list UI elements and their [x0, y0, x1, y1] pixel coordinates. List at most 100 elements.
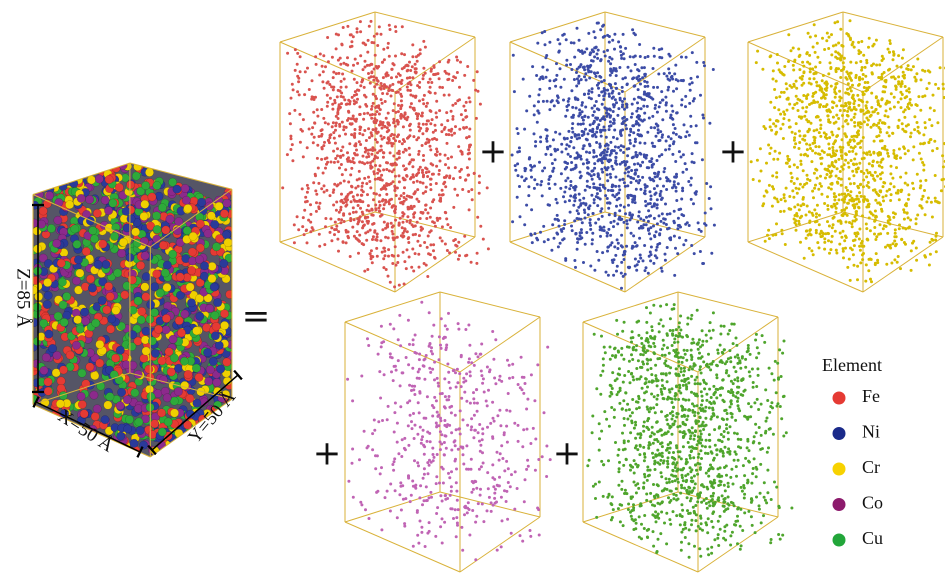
atom-dot [556, 233, 559, 236]
atom-dot [383, 185, 386, 188]
atom-dot [569, 195, 572, 198]
atom-dot [376, 151, 379, 154]
atom-dot [596, 53, 599, 56]
atom-dot [476, 252, 479, 255]
atom-dot [634, 173, 637, 176]
atom-dot [396, 119, 399, 122]
atom-dot [559, 86, 562, 89]
atom-sphere [59, 366, 67, 374]
atom-dot [440, 130, 443, 133]
atom-dot [870, 106, 873, 109]
atom-sphere [54, 216, 62, 224]
atom-dot [858, 200, 861, 203]
atom-dot [931, 149, 934, 152]
atom-dot [686, 130, 689, 133]
atom-dot [637, 175, 640, 178]
atom-dot [385, 71, 388, 74]
atom-dot [433, 137, 436, 140]
atom-dot [370, 249, 373, 252]
atom-dot [568, 187, 571, 190]
atom-dot [434, 129, 437, 132]
atom-dot [352, 195, 355, 198]
atom-dot [867, 186, 870, 189]
atom-dot [392, 204, 395, 207]
atom-sphere [141, 252, 149, 260]
atom-dot [862, 73, 865, 76]
atom-dot [306, 184, 309, 187]
atom-dot [308, 128, 311, 131]
atom-dot [446, 78, 449, 81]
atom-sphere [220, 259, 228, 267]
atom-dot [455, 56, 458, 59]
atom-dot [802, 65, 805, 68]
atom-dot [548, 187, 551, 190]
atom-dot [402, 192, 405, 195]
atom-dot [323, 141, 326, 144]
atom-dot [900, 106, 903, 109]
atom-dot [602, 98, 605, 101]
atom-dot [559, 242, 562, 245]
atom-dot [368, 25, 371, 28]
atom-sphere [181, 310, 189, 318]
atom-dot [556, 99, 559, 102]
atom-dot [587, 161, 590, 164]
atom-dot [602, 184, 605, 187]
atom-dot [600, 159, 603, 162]
atom-dot [639, 96, 642, 99]
atom-dot [354, 128, 357, 131]
atom-dot [591, 242, 594, 245]
atom-dot [772, 158, 775, 161]
atom-dot [448, 175, 451, 178]
atom-dot [550, 153, 553, 156]
atom-sphere [207, 212, 215, 220]
atom-dot [359, 30, 362, 33]
atom-dot [924, 213, 927, 216]
atom-dot [330, 239, 333, 242]
atom-dot [834, 211, 837, 214]
atom-dot [637, 129, 640, 132]
atom-dot [533, 104, 536, 107]
atom-dot [335, 122, 338, 125]
atom-dot [529, 233, 532, 236]
atom-dot [595, 131, 598, 134]
atom-dot [892, 242, 895, 245]
atom-dot [810, 102, 813, 105]
atom-dot [613, 48, 616, 51]
atom-dot [672, 140, 675, 143]
atom-dot [383, 58, 386, 61]
atom-dot [846, 214, 849, 217]
atom-dot [801, 106, 804, 109]
atom-dot [326, 94, 329, 97]
atom-sphere [94, 260, 102, 268]
atom-dot [632, 156, 635, 159]
atom-sphere [80, 308, 88, 316]
atom-dot [352, 206, 355, 209]
atom-dot [566, 137, 569, 140]
atom-dot [789, 126, 792, 129]
atom-dot [372, 93, 375, 96]
atom-dot [667, 86, 670, 89]
atom-dot [634, 151, 637, 154]
atom-dot [646, 166, 649, 169]
atom-dot [361, 185, 364, 188]
atom-dot [337, 230, 340, 233]
atom-dot [410, 102, 413, 105]
atom-dot [608, 93, 611, 96]
atom-dot [613, 105, 616, 108]
atom-dot [291, 83, 294, 86]
atom-dot [642, 259, 645, 262]
atom-dot [418, 122, 421, 125]
atom-dot [353, 161, 356, 164]
atom-dot [340, 193, 343, 196]
atom-dot [387, 137, 390, 140]
atom-dot [438, 169, 441, 172]
atom-dot [650, 157, 653, 160]
atom-dot [361, 242, 364, 245]
atom-dot [459, 61, 462, 64]
atom-dot [695, 61, 698, 64]
atom-dot [835, 175, 838, 178]
atom-dot [684, 239, 687, 242]
atom-dot [314, 189, 317, 192]
atom-dot [701, 114, 704, 117]
atom-dot [648, 255, 651, 258]
